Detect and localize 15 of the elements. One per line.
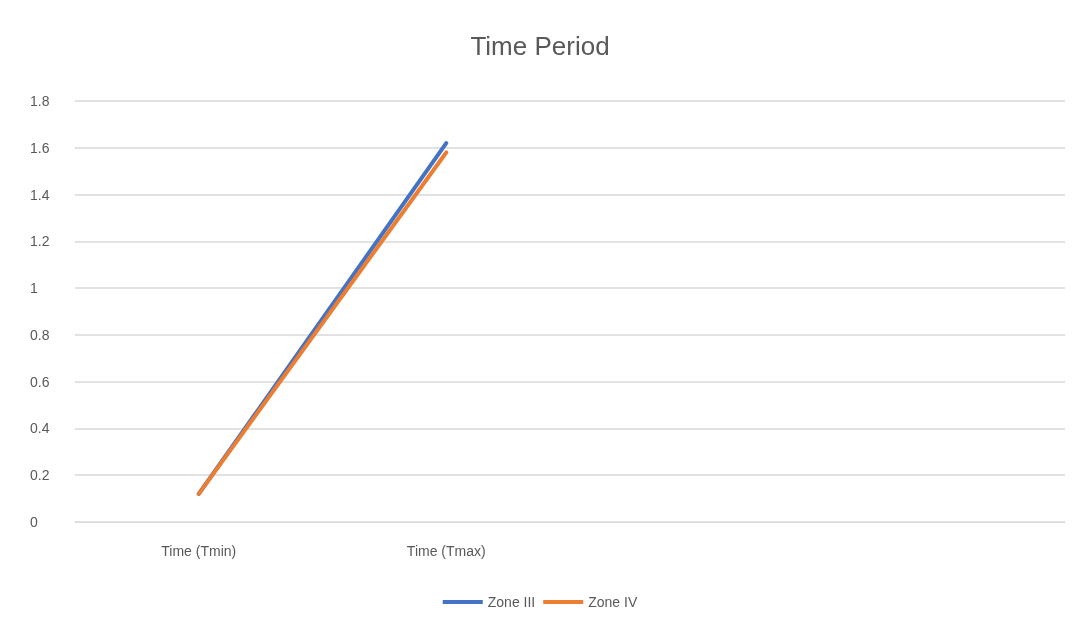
chart-title: Time Period: [470, 31, 610, 61]
legend-label: Zone III: [487, 594, 536, 610]
legend-label: Zone IV: [588, 594, 638, 610]
y-tick-label: 0.8: [30, 326, 50, 343]
y-tick-label: 0: [30, 514, 38, 530]
y-tick-label: 1.2: [30, 233, 50, 250]
y-tick-label: 1.6: [30, 139, 50, 156]
x-tick-label: Time (Tmax): [406, 543, 486, 559]
y-tick-label: 1.4: [30, 186, 50, 203]
y-tick-label: 0.6: [30, 373, 50, 390]
y-tick-label: 0.4: [30, 420, 50, 437]
x-tick-label: Time (Tmin): [161, 543, 237, 559]
y-tick-label: 0.2: [30, 467, 50, 484]
y-tick-label: 1: [30, 280, 38, 297]
y-tick-label: 1.8: [30, 93, 50, 109]
